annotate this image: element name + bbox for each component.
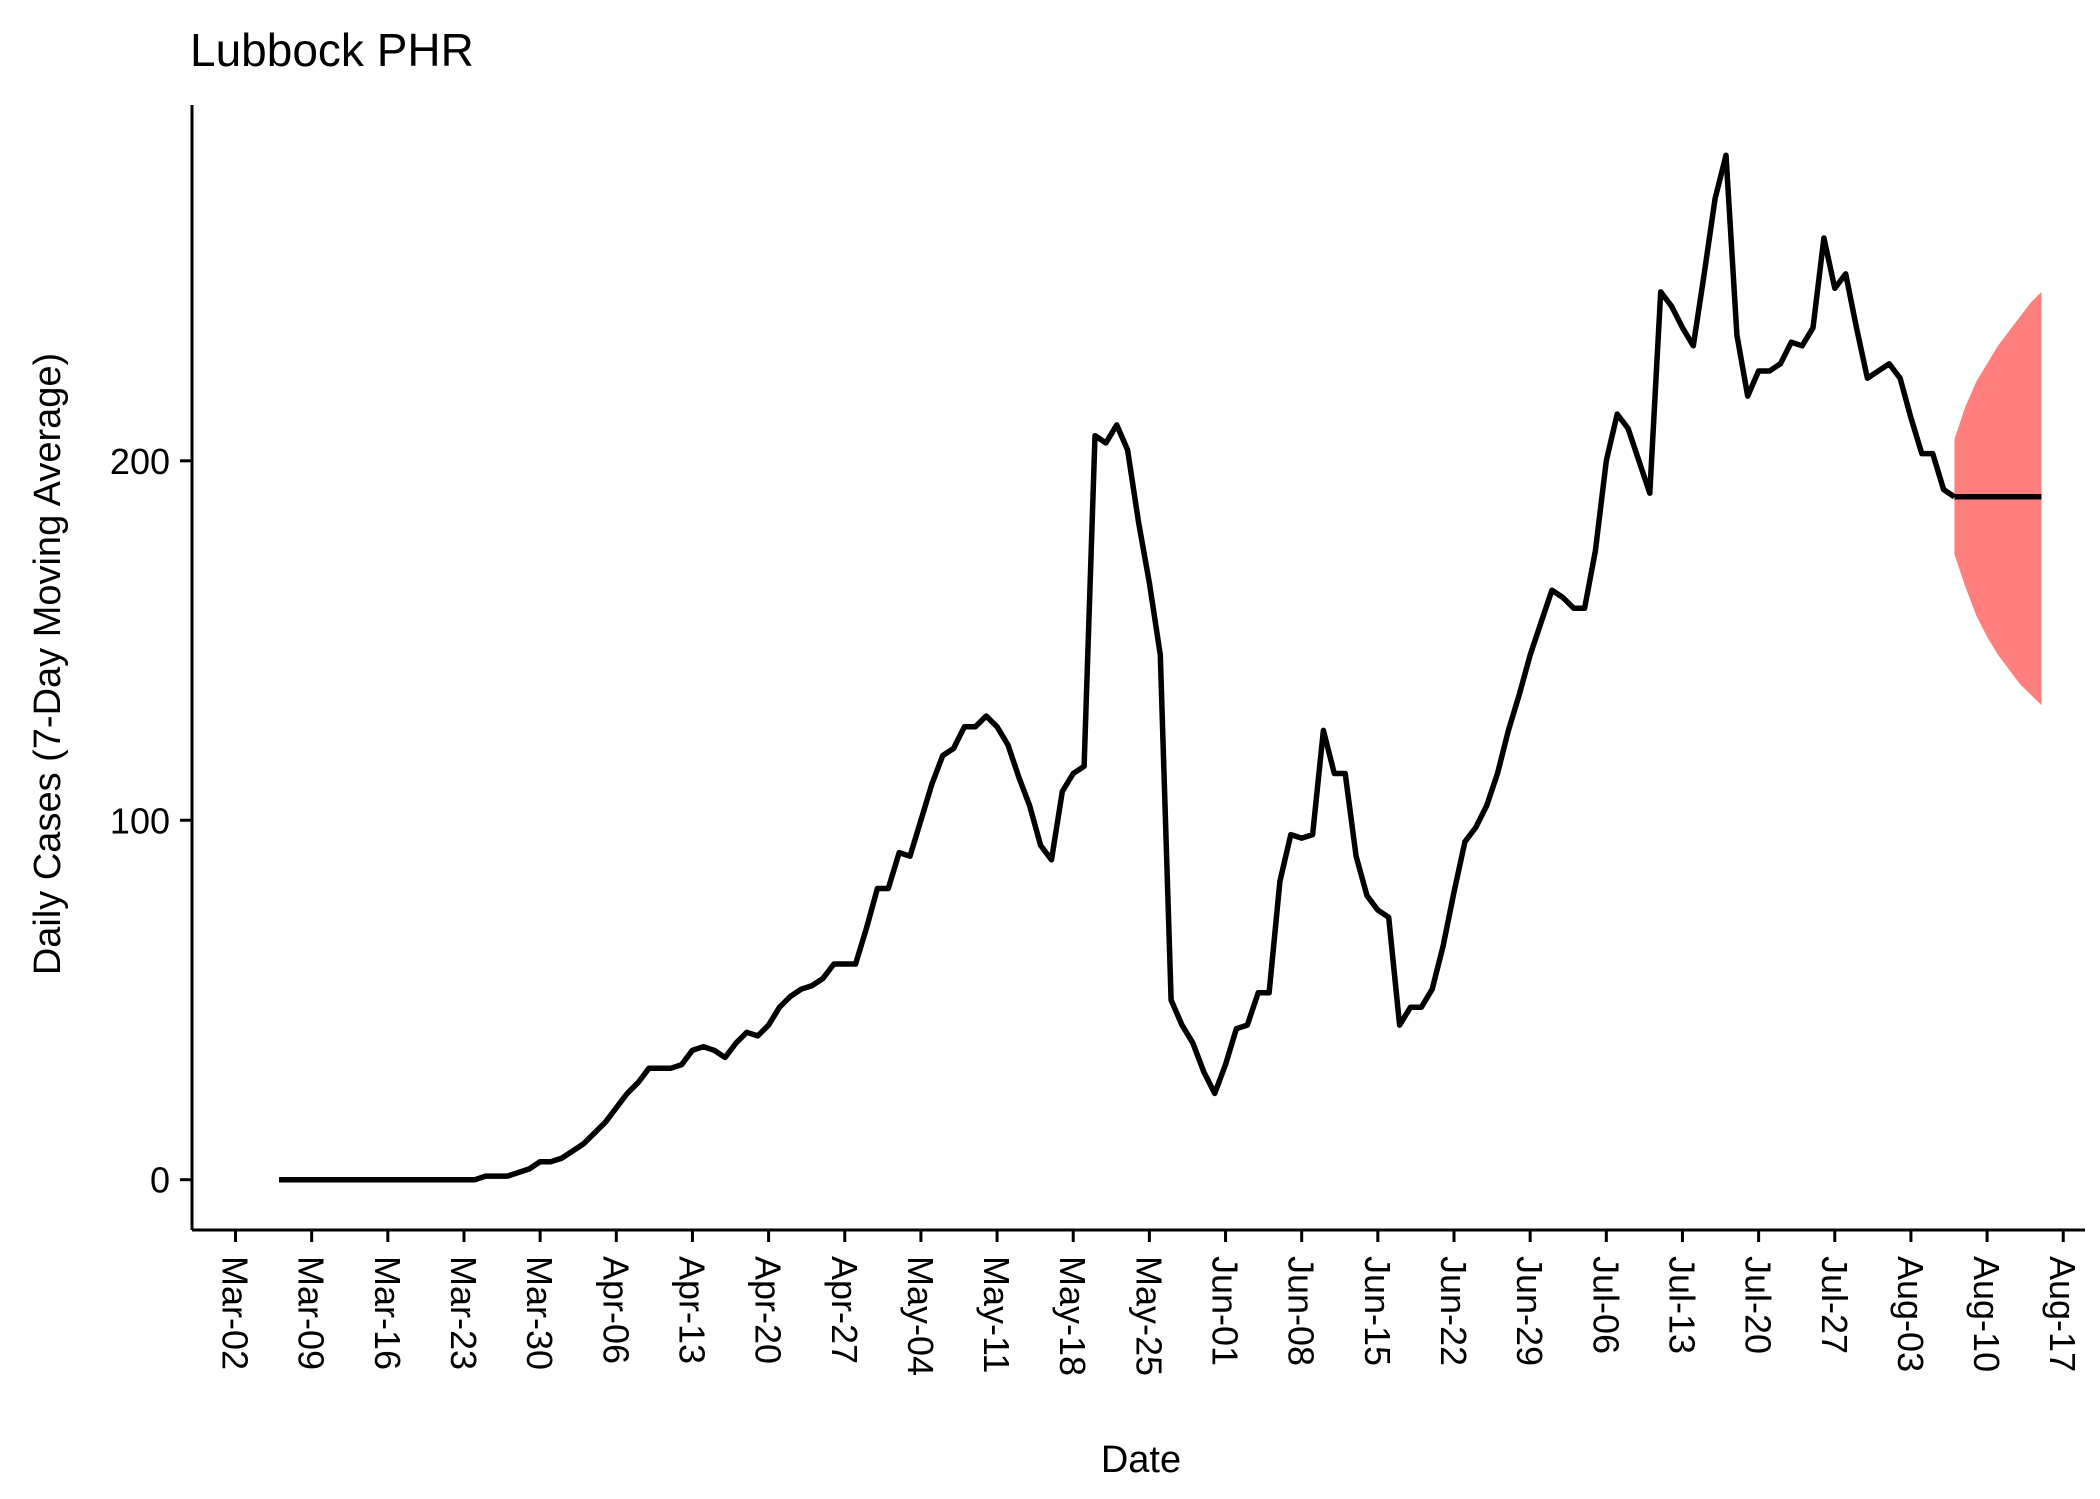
x-tick-label: May-25 (1128, 1256, 1169, 1376)
x-tick-label: Jun-29 (1509, 1256, 1550, 1366)
line-layer (279, 152, 2042, 1183)
y-axis-title: Daily Cases (7-Day Moving Average) (27, 353, 69, 975)
x-tick-label: Aug-03 (1890, 1256, 1931, 1372)
x-tick-label: Apr-27 (824, 1256, 865, 1364)
x-tick-label: Jun-22 (1433, 1256, 1474, 1366)
x-tick-label: Apr-20 (748, 1256, 789, 1364)
x-tick-label: Jul-27 (1814, 1256, 1855, 1354)
y-tick-label: 200 (110, 441, 170, 482)
chart-title: Lubbock PHR (190, 24, 474, 76)
x-tick-label: Jul-13 (1662, 1256, 1703, 1354)
x-tick-label: Mar-09 (291, 1256, 332, 1370)
x-tick-label: Mar-23 (443, 1256, 484, 1370)
x-tick-label: Apr-06 (595, 1256, 636, 1364)
x-tick-label: Aug-17 (2042, 1256, 2083, 1372)
x-tick-label: Jul-06 (1585, 1256, 1626, 1354)
x-tick-label: Jul-20 (1738, 1256, 1779, 1354)
x-axis-title: Date (1101, 1439, 1181, 1481)
y-axis-ticks: 0 100 200 (110, 441, 192, 1201)
x-tick-label: May-18 (1052, 1256, 1093, 1376)
y-tick-label: 100 (110, 800, 170, 841)
x-tick-label: Jun-08 (1281, 1256, 1322, 1366)
x-tick-label: Mar-02 (215, 1256, 256, 1370)
x-axis-ticks: Mar-02 Mar-09 Mar-16 Mar-23 Mar-30 Apr-06 Apr-… (215, 1230, 2083, 1376)
x-tick-label: Mar-30 (519, 1256, 560, 1370)
y-tick-label: 0 (150, 1160, 170, 1201)
daily-cases-line (279, 152, 1956, 1183)
x-tick-label: Mar-16 (367, 1256, 408, 1370)
x-tick-label: Jun-15 (1357, 1256, 1398, 1366)
x-tick-label: May-11 (976, 1256, 1017, 1373)
x-tick-label: Jun-01 (1205, 1256, 1246, 1366)
x-tick-label: May-04 (900, 1256, 941, 1376)
x-tick-label: Apr-13 (671, 1256, 712, 1364)
x-tick-label: Aug-10 (1966, 1256, 2007, 1372)
